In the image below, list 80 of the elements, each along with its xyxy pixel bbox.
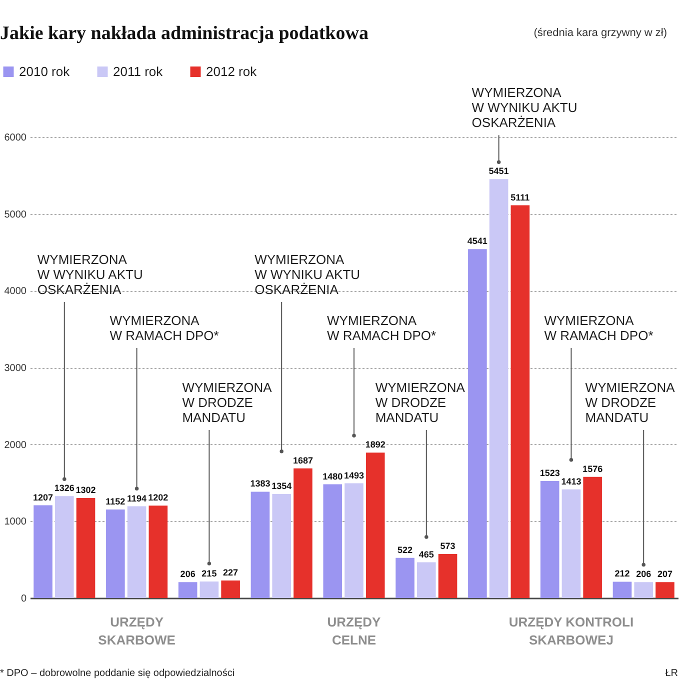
bar [294, 468, 312, 598]
bar [540, 480, 560, 598]
bar [178, 582, 198, 598]
data-label: 206 [180, 569, 196, 580]
y-tick-label: 5000 [4, 209, 27, 220]
data-label: 1207 [33, 492, 54, 502]
data-label: 522 [398, 544, 413, 555]
data-label: 1302 [76, 484, 96, 495]
annotation: WYMIERZONA W WYNIKU AKTU OSKARŻENIA [37, 252, 143, 297]
bar [438, 554, 458, 598]
data-label: 215 [202, 568, 217, 578]
data-label: 1326 [54, 483, 74, 494]
bar [612, 582, 632, 598]
bar [656, 582, 674, 598]
bar [396, 558, 414, 598]
data-label: 207 [657, 569, 672, 580]
bar [634, 582, 654, 598]
bar [148, 506, 168, 598]
x-tick-label: URZĘDY SKARBOWE [98, 614, 176, 648]
bar [250, 492, 270, 598]
bar [366, 452, 385, 598]
bar [127, 506, 146, 598]
data-label: 1354 [272, 480, 292, 491]
y-tick-label: 6000 [4, 132, 27, 144]
bar [200, 581, 219, 598]
y-tick-label: 3000 [4, 363, 27, 374]
data-label: 5111 [510, 192, 530, 202]
bar [417, 562, 436, 598]
bar [54, 496, 74, 598]
data-label: 1202 [148, 492, 168, 503]
annotation: WYMIERZONA W RAMACH DPO* [544, 313, 654, 343]
bar [562, 489, 581, 598]
legend-label: 2012 rok [206, 64, 258, 79]
legend-label: 2011 rok [113, 64, 164, 79]
bar [272, 494, 291, 598]
y-tick-label: 2000 [4, 440, 27, 451]
data-label: 5451 [488, 166, 509, 176]
data-label: 1493 [344, 470, 364, 480]
y-tick-label: 4000 [4, 286, 27, 298]
data-label: 4541 [467, 236, 488, 246]
text: * DPO – dobrowolne poddanie się odpowiedzialności [0, 668, 235, 679]
annotation: WYMIERZONA W WYNIKU AKTU OSKARŻENIA [254, 252, 360, 297]
bar [76, 498, 96, 598]
y-tick-label: 0 [20, 594, 27, 604]
bar [34, 505, 52, 598]
bar [221, 580, 240, 598]
data-label: 1413 [561, 476, 582, 486]
bar [510, 205, 530, 598]
data-label: 1523 [540, 468, 560, 478]
chart-subtitle: (średnia kara grzywny w zł) [534, 27, 667, 39]
text: ŁR [665, 668, 678, 679]
data-label: 1194 [127, 493, 147, 504]
data-label: 1576 [582, 464, 603, 474]
bar [106, 509, 125, 598]
annotation: WYMIERZONA W RAMACH DPO* [110, 313, 219, 343]
x-tick-label: URZĘDY KONTROLI SKARBOWEJ [508, 614, 634, 648]
annotation: WYMIERZONA W DRODZE MANDATU [375, 380, 466, 425]
text: WYMIERZONA W WYNIKU AKTU OSKARŻENIA [472, 85, 578, 130]
annotation: WYMIERZONA W DRODZE MANDATU [182, 380, 272, 425]
data-label: 227 [223, 568, 238, 578]
y-tick-label: 1000 [4, 516, 27, 528]
data-label: 206 [636, 569, 652, 580]
bar [489, 179, 508, 598]
bar [323, 484, 342, 598]
x-tick-label: URZĘDY CELNE [327, 614, 382, 648]
legend-label: 2010 rok [19, 64, 70, 79]
data-label: 1687 [292, 455, 313, 466]
chart-title: Jakie kary nakłada administracja podatkowa [0, 23, 369, 44]
bar [583, 476, 602, 598]
bar [344, 483, 364, 598]
annotation: WYMIERZONA W RAMACH DPO* [327, 313, 436, 343]
data-label: 465 [418, 549, 434, 560]
data-label: 1152 [106, 496, 126, 506]
data-label: 1892 [365, 440, 386, 450]
data-label: 1383 [250, 478, 270, 489]
bar [468, 249, 487, 598]
data-label: 1480 [322, 471, 343, 482]
data-label: 212 [614, 568, 630, 579]
annotation: WYMIERZONA W DRODZE MANDATU [585, 380, 676, 425]
data-label: 573 [440, 540, 456, 551]
